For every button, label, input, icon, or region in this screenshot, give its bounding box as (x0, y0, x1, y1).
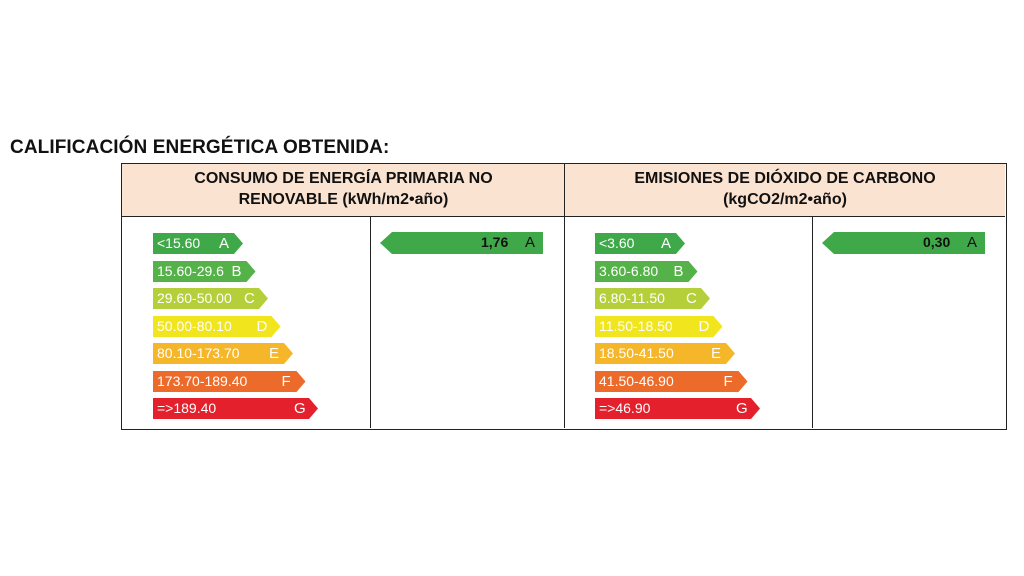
consumption-header-line2: RENOVABLE (kWh/m2•año) (238, 191, 449, 208)
emissions-scale-letter-f: F (723, 372, 733, 390)
consumption-scale-arrow-shape-d (153, 315, 281, 337)
emissions-scale-letter-g: G (736, 400, 748, 417)
emissions-scale-arrow-c (595, 288, 710, 309)
emissions-scale-arrow-shape-c (595, 288, 710, 309)
consumption-scale-arrow-shape-c (153, 288, 268, 309)
emissions-scale-arrow-d (595, 315, 723, 337)
emissions-scale-row-a: <3.60 A (595, 233, 685, 254)
consumption-scale-row-g: =>189.40 G (153, 398, 318, 419)
emissions-scale-arrow-e (595, 343, 735, 364)
consumption-scale-arrow-c (153, 288, 268, 309)
consumption-scale-arrow-g (153, 398, 318, 419)
emissions-scale-arrow-shape-a (595, 233, 685, 254)
page-title: CALIFICACIÓN ENERGÉTICA OBTENIDA: (10, 137, 390, 158)
emissions-scale-arrow-b (595, 260, 698, 282)
consumption-scale-arrow-f (153, 370, 306, 392)
emissions-scale-row-d: 11.50-18.50 D (595, 315, 723, 337)
consumption-scale-range-e: 80.10-173.70 (157, 345, 240, 361)
consumption-header: CONSUMO DE ENERGÍA PRIMARIA NO RENOVABLE… (122, 164, 565, 217)
consumption-column-divider (370, 217, 371, 428)
consumption-scale-letter-d: D (256, 317, 268, 335)
emissions-scale-row-b: 3.60-6.80 B (595, 260, 698, 282)
energy-rating-table: CONSUMO DE ENERGÍA PRIMARIA NO RENOVABLE… (121, 163, 1007, 430)
emissions-result-letter: A (967, 234, 978, 251)
emissions-header-line1: EMISIONES DE DIÓXIDO DE CARBONO (634, 170, 936, 187)
emissions-scale-row-c: 6.80-11.50 C (595, 288, 710, 309)
emissions-scale-row-f: 41.50-46.90 F (595, 370, 748, 392)
section-divider (564, 164, 565, 428)
emissions-scale-arrow-shape-g (595, 398, 760, 419)
consumption-scale-arrow-d (153, 315, 281, 337)
consumption-scale-row-a: <15.60 A (153, 233, 243, 254)
consumption-scale-range-d: 50.00-80.10 (157, 317, 232, 334)
consumption-header-line1: CONSUMO DE ENERGÍA PRIMARIA NO (194, 170, 493, 187)
emissions-column-divider (812, 217, 813, 428)
consumption-scale-row-d: 50.00-80.10 D (153, 315, 281, 337)
emissions-header-line2: (kgCO2/m2•año) (723, 191, 847, 208)
consumption-scale-row-e: 80.10-173.70 E (153, 343, 293, 364)
emissions-result-arrow (822, 232, 985, 254)
emissions-scale-letter-b: B (673, 262, 684, 280)
consumption-scale-range-c: 29.60-50.00 (157, 290, 232, 306)
emissions-scale-range-f: 41.50-46.90 (599, 372, 674, 389)
consumption-scale-row-f: 173.70-189.40 F (153, 370, 306, 392)
consumption-scale-letter-f: F (281, 372, 291, 390)
consumption-result-value: 1,76 (481, 234, 509, 250)
emissions-scale-letter-e: E (711, 345, 722, 362)
emissions-scale-arrow-shape-d (595, 315, 723, 337)
consumption-scale-letter-b: B (231, 262, 242, 280)
emissions-scale-range-a: <3.60 (599, 235, 635, 251)
emissions-scale-range-e: 18.50-41.50 (599, 345, 674, 361)
consumption-result-arrow-row: 1,76 A (380, 232, 543, 254)
emissions-scale-range-d: 11.50-18.50 (599, 317, 673, 334)
emissions-result-arrow-row: 0,30 A (822, 232, 985, 254)
consumption-scale-letter-e: E (269, 345, 280, 362)
consumption-scale-letter-a: A (219, 235, 230, 252)
consumption-scale-range-b: 15.60-29.6 (157, 262, 224, 279)
emissions-result-value: 0,30 (923, 234, 951, 250)
emissions-scale-range-g: =>46.90 (599, 400, 651, 416)
emissions-scale-arrow-g (595, 398, 760, 419)
emissions-scale-letter-c: C (686, 290, 697, 307)
consumption-result-arrow (380, 232, 543, 254)
emissions-scale-arrow-shape-e (595, 343, 735, 364)
consumption-scale-letter-g: G (294, 400, 306, 417)
consumption-scale-arrow-shape-g (153, 398, 318, 419)
emissions-scale-row-g: =>46.90 G (595, 398, 760, 419)
emissions-header: EMISIONES DE DIÓXIDO DE CARBONO (kgCO2/m… (565, 164, 1005, 217)
consumption-scale-arrow-shape-a (153, 233, 243, 254)
emissions-scale-arrow-shape-b (595, 260, 698, 282)
emissions-scale-arrow-a (595, 233, 685, 254)
consumption-scale-arrow-shape-b (153, 260, 256, 282)
consumption-scale-arrow-e (153, 343, 293, 364)
emissions-result-arrow-shape (822, 232, 985, 254)
consumption-scale-row-c: 29.60-50.00 C (153, 288, 268, 309)
consumption-scale-range-g: =>189.40 (157, 400, 217, 416)
consumption-scale-range-a: <15.60 (157, 235, 201, 251)
emissions-scale-letter-a: A (661, 235, 672, 252)
consumption-scale-row-b: 15.60-29.6 B (153, 260, 256, 282)
emissions-scale-letter-d: D (698, 317, 710, 335)
consumption-scale-letter-c: C (244, 290, 255, 307)
consumption-result-arrow-shape (380, 232, 543, 254)
emissions-scale-range-c: 6.80-11.50 (599, 290, 665, 306)
emissions-scale-row-e: 18.50-41.50 E (595, 343, 735, 364)
consumption-scale-arrow-shape-f (153, 370, 306, 392)
emissions-scale-range-b: 3.60-6.80 (599, 262, 659, 279)
emissions-scale-arrow-shape-f (595, 370, 748, 392)
consumption-result-letter: A (525, 234, 536, 251)
consumption-scale-arrow-shape-e (153, 343, 293, 364)
emissions-scale-arrow-f (595, 370, 748, 392)
consumption-scale-arrow-a (153, 233, 243, 254)
consumption-scale-arrow-b (153, 260, 256, 282)
consumption-scale-range-f: 173.70-189.40 (157, 372, 248, 389)
